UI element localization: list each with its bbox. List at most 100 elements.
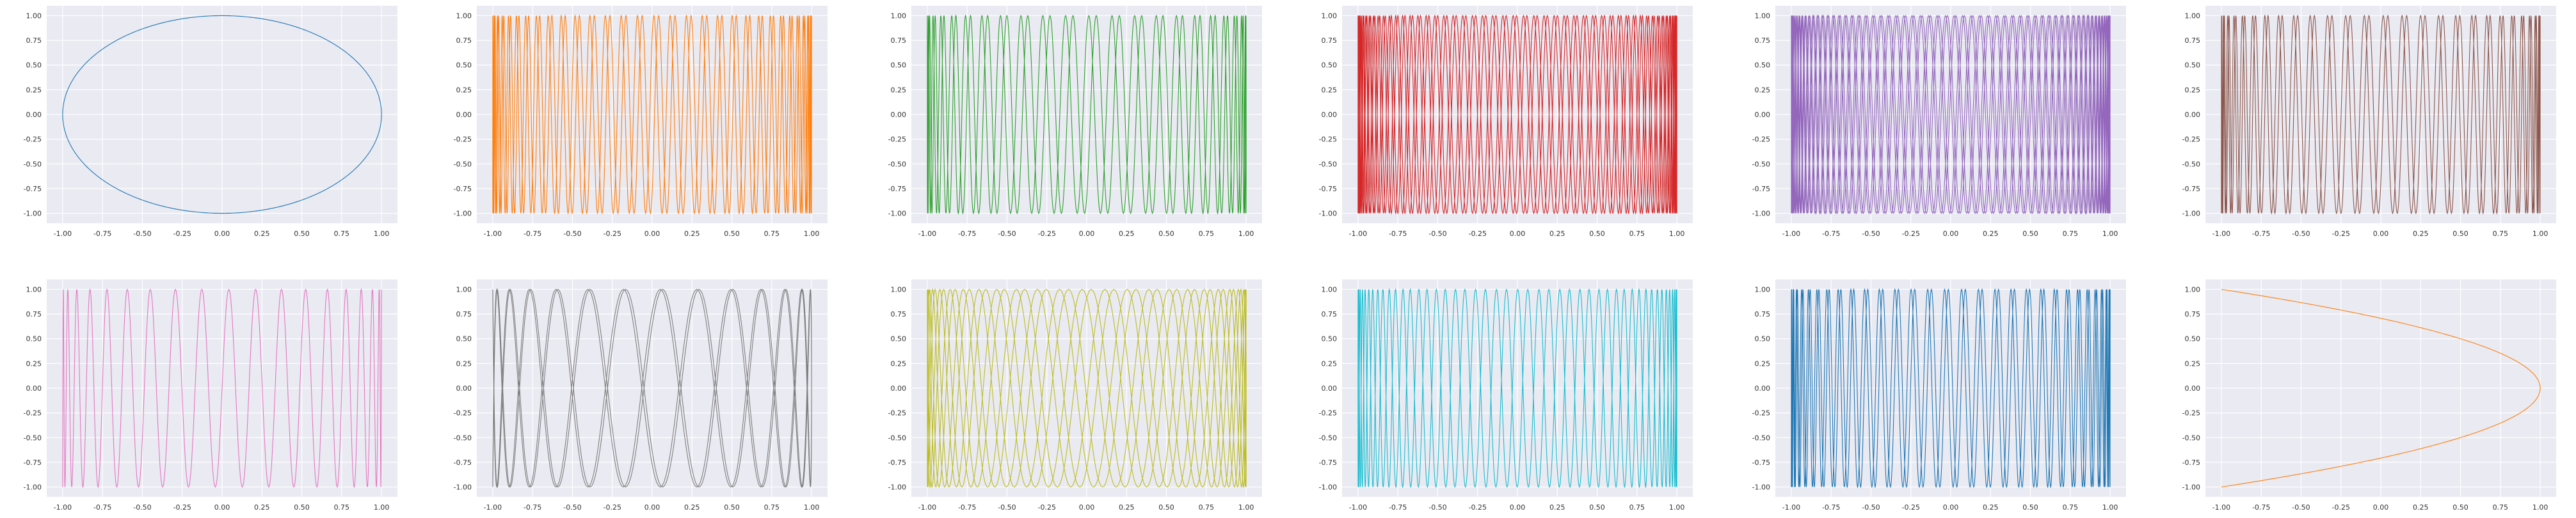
subplot-11: -1.00 -0.75 -0.50 -0.25 0.00 0.25 0.50 0.75 1.00… [1752, 279, 2126, 512]
y-tick-label: 1.00 [2185, 285, 2201, 294]
y-tick-label: -0.75 [1319, 459, 1337, 467]
x-tick-label: 0.75 [334, 503, 350, 512]
y-tick-label: -1.00 [888, 483, 906, 492]
series-line [1791, 14, 2111, 215]
y-tick-label: -1.00 [1752, 210, 1770, 218]
x-tick-label: -0.50 [1428, 230, 1446, 238]
y-tick-label: 0.75 [1322, 36, 1338, 45]
x-tick-label: -0.75 [93, 503, 111, 512]
y-tick-label: -0.50 [24, 434, 42, 442]
y-tick-label: 1.00 [1322, 12, 1338, 20]
series-line [2221, 288, 2541, 488]
y-tick-label: -0.25 [1752, 409, 1770, 418]
x-tick-label: 0.75 [1629, 230, 1645, 238]
y-tick-label: -0.75 [888, 459, 906, 467]
x-tick-label: -0.75 [524, 230, 541, 238]
y-tick-label: 1.00 [26, 285, 42, 294]
x-tick-label: 1.00 [1238, 230, 1254, 238]
x-tick-label: 0.75 [764, 230, 780, 238]
x-tick-label: 0.00 [1943, 230, 1959, 238]
x-tick-label: -1.00 [2212, 503, 2230, 512]
subplot-7: -1.00 -0.75 -0.50 -0.25 0.00 0.25 0.50 0.75 1.00… [24, 279, 397, 512]
x-tick-label: 1.00 [804, 230, 820, 238]
y-tick-label: 0.75 [891, 310, 907, 318]
y-tick-label: -0.50 [1752, 160, 1770, 168]
subplot-8: -1.00 -0.75 -0.50 -0.25 0.00 0.25 0.50 0.75 1.00… [454, 279, 828, 512]
x-tick-label: -1.00 [1349, 230, 1367, 238]
x-tick-label: -0.25 [2332, 230, 2349, 238]
x-tick-label: 0.50 [294, 230, 310, 238]
y-tick-label: 0.00 [2185, 384, 2201, 393]
x-tick-label: -0.25 [1901, 230, 1919, 238]
y-tick-label: 0.00 [1322, 384, 1338, 393]
y-tick-label: -0.75 [888, 185, 906, 193]
x-tick-label: 0.50 [294, 503, 310, 512]
x-tick-label: -0.50 [998, 503, 1016, 512]
x-tick-label: 0.00 [214, 230, 230, 238]
y-tick-label: -0.25 [1319, 409, 1337, 418]
y-tick-label: 0.25 [26, 359, 42, 368]
y-tick-label: 0.50 [1322, 335, 1338, 343]
y-tick-label: 0.25 [891, 86, 907, 94]
x-tick-label: 0.00 [644, 230, 660, 238]
y-tick-label: -0.50 [1752, 434, 1770, 442]
x-tick-label: 0.25 [1549, 503, 1565, 512]
x-tick-label: -1.00 [484, 503, 502, 512]
subplot-1: -1.00 -0.75 -0.50 -0.25 0.00 0.25 0.50 0.75 1.00… [24, 6, 397, 238]
x-tick-label: -0.50 [1862, 230, 1880, 238]
y-tick-label: -0.25 [454, 136, 472, 144]
x-tick-label: -0.75 [2252, 503, 2270, 512]
x-tick-label: 0.25 [254, 230, 270, 238]
x-tick-label: 0.25 [1983, 230, 1999, 238]
x-tick-label: -0.50 [1428, 503, 1446, 512]
series-line [2221, 14, 2541, 215]
y-tick-label: 1.00 [26, 12, 42, 20]
series-line [62, 288, 382, 489]
x-tick-label: -0.50 [563, 503, 581, 512]
y-tick-label: 0.00 [456, 384, 472, 393]
subplot-12: -1.00 -0.75 -0.50 -0.25 0.00 0.25 0.50 0.75 1.00… [2182, 279, 2556, 512]
x-tick-label: 0.00 [1510, 230, 1526, 238]
x-tick-label: -0.25 [603, 230, 621, 238]
x-tick-label: -0.50 [2292, 230, 2310, 238]
x-tick-label: -0.25 [173, 503, 191, 512]
y-tick-label: 0.75 [26, 310, 42, 318]
subplot-10: -1.00 -0.75 -0.50 -0.25 0.00 0.25 0.50 0.75 1.00… [1319, 279, 1693, 512]
x-tick-label: 0.00 [1079, 230, 1095, 238]
y-tick-label: -0.75 [454, 185, 472, 193]
y-tick-label: 0.00 [26, 111, 42, 119]
series-line [492, 288, 812, 489]
y-tick-label: 0.75 [1322, 310, 1338, 318]
y-tick-label: 0.00 [1755, 111, 1771, 119]
y-tick-label: 0.25 [2185, 359, 2201, 368]
x-tick-label: -1.00 [918, 230, 936, 238]
y-tick-label: -1.00 [2182, 210, 2200, 218]
series-line [1357, 288, 1677, 489]
x-tick-label: 0.50 [2452, 503, 2468, 512]
y-tick-label: 0.25 [1322, 86, 1338, 94]
x-tick-label: -0.25 [1468, 230, 1486, 238]
series-line [1791, 288, 2111, 489]
x-tick-label: 1.00 [1238, 503, 1254, 512]
x-tick-label: 0.25 [1983, 503, 1999, 512]
x-tick-label: -0.75 [524, 503, 541, 512]
x-tick-label: -1.00 [2212, 230, 2230, 238]
x-tick-label: 0.75 [2493, 230, 2509, 238]
x-tick-label: 1.00 [374, 503, 390, 512]
y-tick-label: -0.50 [888, 160, 906, 168]
y-tick-label: 0.50 [891, 61, 907, 70]
y-tick-label: -0.50 [24, 160, 42, 168]
y-tick-label: -0.25 [2182, 136, 2200, 144]
x-tick-label: 0.50 [2452, 230, 2468, 238]
y-tick-label: 0.50 [456, 61, 472, 70]
y-tick-label: -0.25 [24, 409, 42, 418]
y-tick-label: -1.00 [2182, 483, 2200, 492]
y-tick-label: 0.25 [456, 359, 472, 368]
y-tick-label: 0.75 [2185, 310, 2201, 318]
y-tick-label: -0.75 [24, 185, 42, 193]
x-tick-label: 0.25 [254, 503, 270, 512]
y-tick-label: -0.50 [454, 160, 472, 168]
x-tick-label: -0.75 [958, 503, 976, 512]
y-tick-label: -0.50 [1319, 160, 1337, 168]
y-tick-label: 0.00 [1322, 111, 1338, 119]
